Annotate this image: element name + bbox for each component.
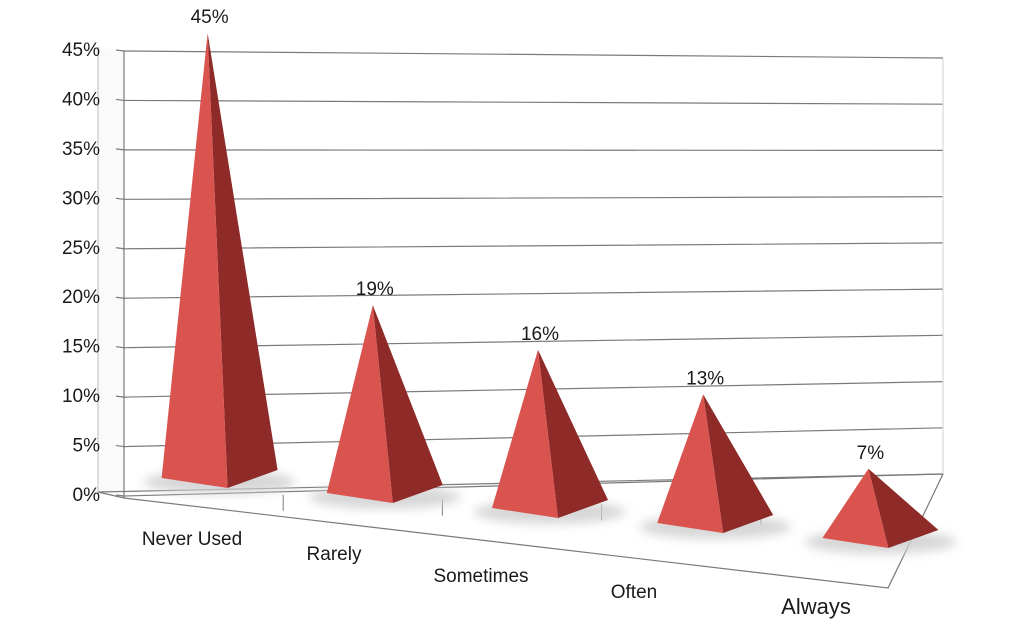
y-tick-mark (115, 148, 125, 151)
y-tick-mark (115, 346, 125, 349)
y-tick-label: 20% (62, 287, 100, 308)
pyramid-side-face (868, 468, 939, 548)
data-label: 7% (857, 443, 885, 464)
y-tick-mark (115, 395, 125, 398)
pyramid-front-face (161, 33, 228, 488)
y-tick-label: 35% (62, 139, 100, 160)
pyramid-front-face (822, 468, 889, 548)
data-label: 16% (521, 324, 559, 345)
y-tick-label: 10% (62, 386, 100, 407)
y-tick-mark (115, 494, 125, 497)
y-tick-mark (115, 247, 125, 250)
y-tick-label: 45% (62, 40, 100, 61)
y-tick-mark (115, 296, 125, 299)
y-tick-mark (115, 444, 125, 448)
y-tick-mark (115, 49, 125, 52)
category-label: Often (611, 582, 657, 603)
pyramid-side-face (703, 394, 774, 533)
pyramid-front-face (657, 394, 724, 533)
pyramid-side-face (372, 305, 443, 503)
pyramid-front-face (326, 305, 393, 503)
category-label: Always (781, 594, 851, 619)
category-label: Rarely (307, 544, 362, 565)
pyramid-bar (161, 33, 278, 488)
pyramid-bar (822, 468, 939, 548)
category-label: Never Used (142, 529, 242, 550)
pyramid-side-face (538, 349, 608, 518)
y-tick-mark (115, 98, 125, 102)
y-tick-label: 40% (62, 89, 100, 110)
pyramid-bar (326, 305, 443, 503)
data-label: 45% (191, 7, 229, 28)
side-wall (98, 47, 124, 498)
pyramid-side-face (207, 33, 278, 488)
pyramid-front-face (492, 349, 558, 518)
back-wall (98, 47, 943, 492)
pyramid-bar (657, 394, 774, 533)
category-label: Sometimes (433, 566, 528, 587)
y-tick-label: 30% (62, 188, 100, 209)
y-tick-mark (115, 197, 125, 200)
y-tick-label: 25% (62, 238, 100, 259)
data-label: 19% (356, 279, 394, 300)
pyramid-bar (492, 349, 608, 518)
y-tick-label: 15% (62, 337, 100, 358)
data-label: 13% (686, 368, 724, 389)
y-tick-label: 0% (73, 485, 101, 506)
y-tick-label: 5% (73, 436, 101, 457)
